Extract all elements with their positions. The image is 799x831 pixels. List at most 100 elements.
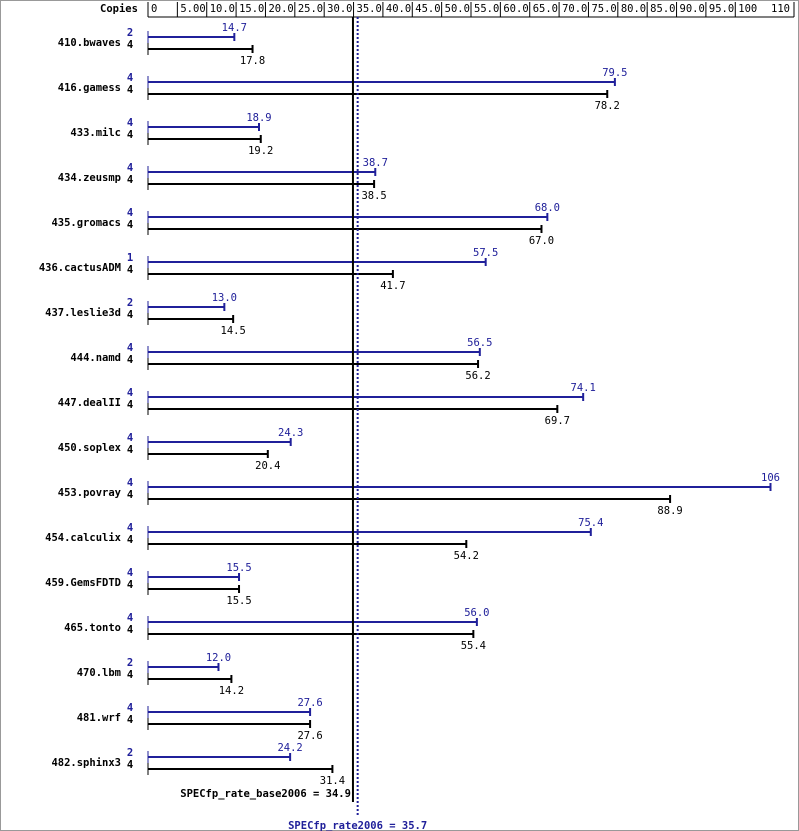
reference-label: SPECfp_rate_base2006 = 34.9 [180,788,351,800]
copies-label: 4 [127,759,133,771]
copies-label: 4 [127,207,133,219]
value-label: 24.3 [278,427,303,439]
value-label: 57.5 [473,247,498,259]
value-label: 14.7 [222,22,247,34]
copies-label: 4 [127,567,133,579]
category-label: 450.soplex [58,442,122,454]
category-label: 437.leslie3d [45,307,121,319]
value-label: 56.5 [467,337,492,349]
x-tick-label: 75.0 [591,3,616,15]
copies-header: Copies [100,3,138,15]
copies-label: 2 [127,27,133,39]
value-label: 38.5 [361,190,386,202]
copies-label: 4 [127,399,133,411]
copies-label: 4 [127,117,133,129]
value-label: 20.4 [255,460,280,472]
category-label: 436.cactusADM [39,262,121,274]
value-label: 17.8 [240,55,265,67]
reference-label: SPECfp_rate2006 = 35.7 [288,820,427,831]
x-tick-label: 60.0 [503,3,528,15]
copies-label: 4 [127,714,133,726]
value-label: 88.9 [657,505,682,517]
copies-label: 4 [127,354,133,366]
category-label: 470.lbm [77,667,121,679]
x-tick-label: 35.0 [357,3,382,15]
copies-label: 4 [127,612,133,624]
value-label: 27.6 [297,697,322,709]
value-label: 31.4 [320,775,345,787]
copies-label: 4 [127,522,133,534]
copies-label: 4 [127,129,133,141]
x-tick-label: 45.0 [415,3,440,15]
category-label: 410.bwaves [58,37,121,49]
copies-label: 4 [127,444,133,456]
category-label: 481.wrf [77,712,121,724]
x-tick-label: 0 [151,3,157,15]
category-label: 459.GemsFDTD [45,577,121,589]
value-label: 79.5 [602,67,627,79]
value-label: 69.7 [545,415,570,427]
x-tick-label: 25.0 [298,3,323,15]
value-label: 56.0 [464,607,489,619]
value-label: 41.7 [380,280,405,292]
value-label: 67.0 [529,235,554,247]
value-label: 56.2 [465,370,490,382]
category-label: 435.gromacs [51,217,121,229]
copies-label: 4 [127,702,133,714]
value-label: 38.7 [363,157,388,169]
value-label: 18.9 [246,112,271,124]
category-label: 465.tonto [64,622,121,634]
value-label: 106 [761,472,780,484]
value-label: 14.2 [219,685,244,697]
category-label: 444.namd [70,352,121,364]
x-tick-label: 30.0 [327,3,352,15]
copies-label: 2 [127,747,133,759]
copies-label: 4 [127,477,133,489]
copies-label: 4 [127,489,133,501]
copies-label: 4 [127,669,133,681]
x-tick-label: 95.0 [709,3,734,15]
category-label: 447.dealII [58,397,121,409]
x-tick-label: 55.0 [474,3,499,15]
x-tick-label: 80.0 [621,3,646,15]
x-tick-label: 10.0 [210,3,235,15]
category-label: 416.gamess [58,82,121,94]
copies-label: 4 [127,342,133,354]
category-label: 434.zeusmp [58,172,121,184]
copies-label: 4 [127,534,133,546]
value-label: 55.4 [461,640,486,652]
x-tick-label: 110 [771,3,790,15]
copies-label: 4 [127,84,133,96]
value-label: 19.2 [248,145,273,157]
value-label: 54.2 [454,550,479,562]
value-label: 15.5 [226,595,251,607]
copies-label: 4 [127,579,133,591]
x-tick-label: 85.0 [650,3,675,15]
copies-label: 4 [127,387,133,399]
category-label: 433.milc [70,127,121,139]
category-label: 454.calculix [45,532,122,544]
value-label: 75.4 [578,517,603,529]
value-label: 74.1 [571,382,596,394]
x-tick-label: 65.0 [533,3,558,15]
x-tick-label: 15.0 [239,3,264,15]
x-tick-label: 5.00 [180,3,205,15]
copies-label: 4 [127,174,133,186]
copies-label: 4 [127,162,133,174]
x-tick-label: 90.0 [680,3,705,15]
copies-label: 4 [127,39,133,51]
category-label: 453.povray [58,487,122,499]
value-label: 78.2 [595,100,620,112]
copies-label: 4 [127,219,133,231]
value-label: 24.2 [277,742,302,754]
x-tick-label: 40.0 [386,3,411,15]
copies-label: 1 [127,252,133,264]
copies-label: 4 [127,72,133,84]
copies-label: 4 [127,624,133,636]
x-tick-label: 100 [738,3,757,15]
copies-label: 2 [127,657,133,669]
x-tick-label: 50.0 [445,3,470,15]
value-label: 12.0 [206,652,231,664]
